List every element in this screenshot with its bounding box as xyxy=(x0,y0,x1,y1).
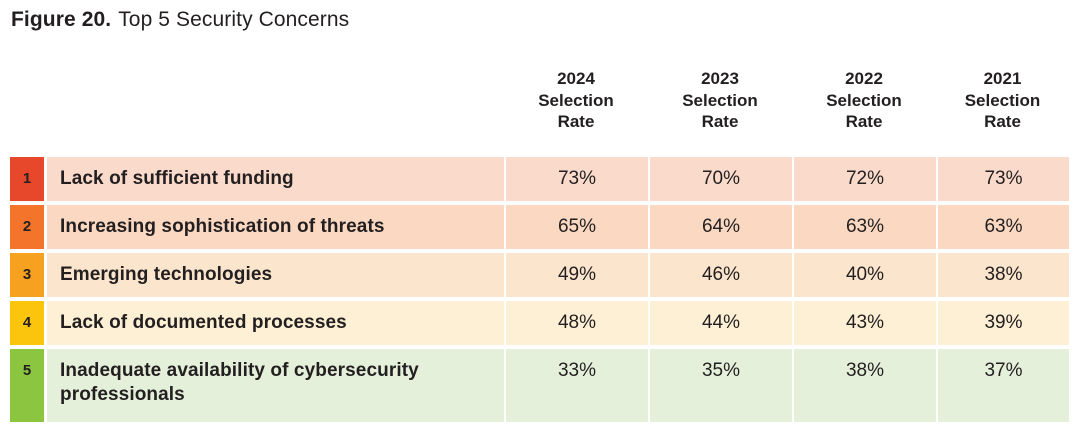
value-2024: 33% xyxy=(504,349,648,422)
value-2023: 46% xyxy=(648,253,792,297)
concerns-table: 1 Lack of sufficient funding 73% 70% 72%… xyxy=(10,157,1069,422)
badge-gap xyxy=(44,157,47,201)
concern-label: Lack of documented processes xyxy=(47,301,504,345)
value-2021: 39% xyxy=(936,301,1069,345)
badge-gap xyxy=(44,253,47,297)
value-2023: 44% xyxy=(648,301,792,345)
figure-title-text: Top 5 Security Concerns xyxy=(118,8,350,31)
value-2022: 72% xyxy=(792,157,936,201)
value-2021: 63% xyxy=(936,205,1069,249)
value-2024: 73% xyxy=(504,157,648,201)
value-2024: 49% xyxy=(504,253,648,297)
rank-badge: 3 xyxy=(10,253,44,297)
concern-label: Emerging technologies xyxy=(47,253,504,297)
table-row: 3 Emerging technologies 49% 46% 40% 38% xyxy=(10,253,1069,297)
badge-gap xyxy=(44,349,47,422)
column-header-2022: 2022 Selection Rate xyxy=(826,69,902,131)
rank-badge: 1 xyxy=(10,157,44,201)
table-row: 2 Increasing sophistication of threats 6… xyxy=(10,205,1069,249)
badge-gap xyxy=(44,301,47,345)
rank-badge: 5 xyxy=(10,349,44,422)
value-2022: 40% xyxy=(792,253,936,297)
value-2023: 35% xyxy=(648,349,792,422)
rank-badge: 4 xyxy=(10,301,44,345)
value-2023: 64% xyxy=(648,205,792,249)
table-row: 1 Lack of sufficient funding 73% 70% 72%… xyxy=(10,157,1069,201)
value-2021: 37% xyxy=(936,349,1069,422)
value-2021: 38% xyxy=(936,253,1069,297)
column-header-2021: 2021 Selection Rate xyxy=(964,69,1041,131)
concern-label: Increasing sophistication of threats xyxy=(47,205,504,249)
header-spacer-label xyxy=(47,68,504,133)
value-2021: 73% xyxy=(936,157,1069,201)
figure-number-label: Figure 20. xyxy=(11,8,112,31)
table-row: 4 Lack of documented processes 48% 44% 4… xyxy=(10,301,1069,345)
rank-badge: 2 xyxy=(10,205,44,249)
value-2023: 70% xyxy=(648,157,792,201)
value-2022: 63% xyxy=(792,205,936,249)
value-2024: 65% xyxy=(504,205,648,249)
value-2022: 43% xyxy=(792,301,936,345)
value-2024: 48% xyxy=(504,301,648,345)
column-headers-row: 2024 Selection Rate 2023 Selection Rate … xyxy=(10,68,1069,133)
column-header-2023: 2023 Selection Rate xyxy=(682,69,758,131)
concern-label: Lack of sufficient funding xyxy=(47,157,504,201)
table-row: 5 Inadequate availability of cybersecuri… xyxy=(10,349,1069,422)
badge-gap xyxy=(44,205,47,249)
header-spacer-badge xyxy=(10,68,44,133)
concern-label: Inadequate availability of cybersecurity… xyxy=(47,349,504,422)
column-header-2024: 2024 Selection Rate xyxy=(538,69,614,131)
figure-title: Figure 20. Top 5 Security Concerns xyxy=(11,8,349,32)
value-2022: 38% xyxy=(792,349,936,422)
